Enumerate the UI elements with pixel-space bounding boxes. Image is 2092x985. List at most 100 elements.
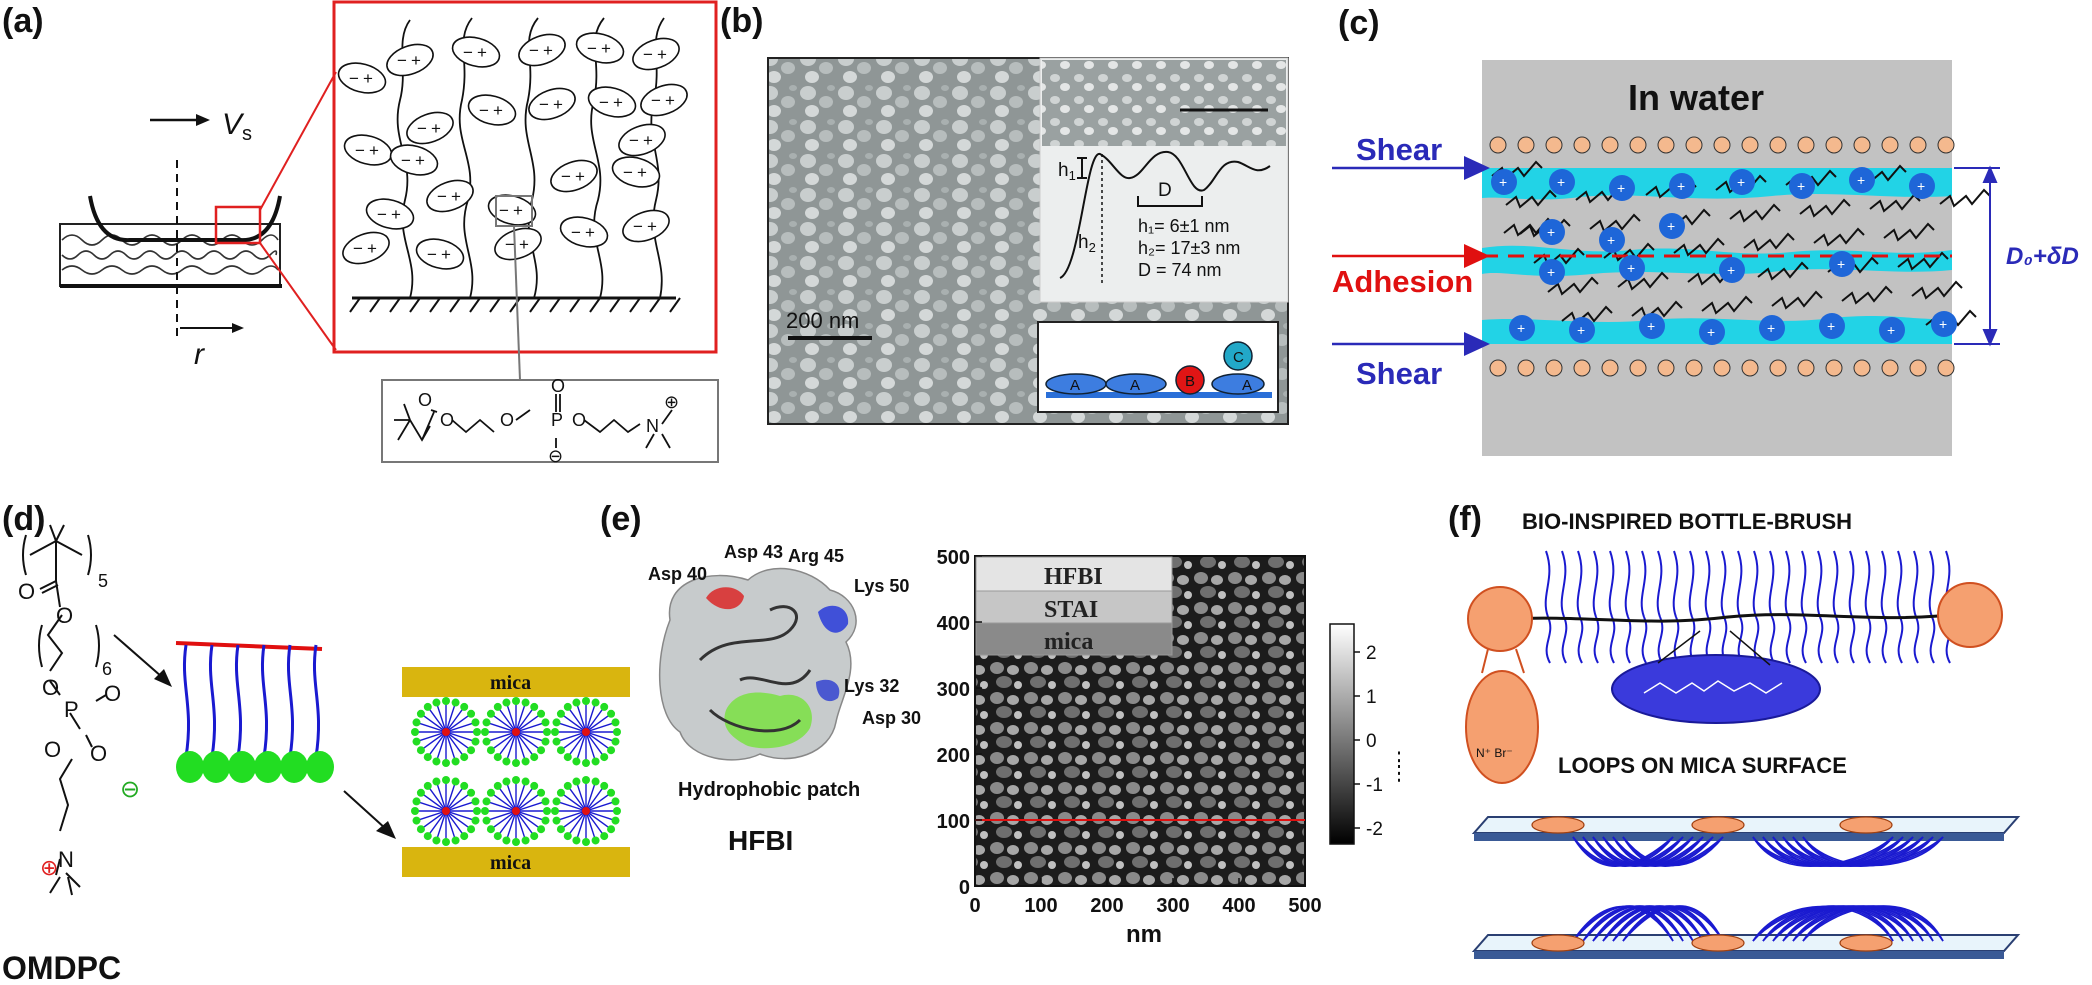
hydrophobic-patch-label: Hydrophobic patch — [678, 779, 860, 801]
hydrated-cation: + — [1819, 313, 1845, 339]
bristle — [1785, 616, 1792, 664]
measurement-h2: h₂= 17±3 nm — [1138, 238, 1240, 258]
svg-text:+: + — [431, 119, 441, 138]
bristle — [1849, 616, 1856, 664]
svg-text:+: + — [643, 131, 653, 150]
afm-x-axis: 0 100 200 300 400 500 — [969, 878, 1322, 917]
loop-anchor — [1839, 934, 1893, 952]
bristle — [1753, 616, 1760, 664]
hydrated-cation: + — [1719, 257, 1745, 283]
svg-text:−: − — [539, 95, 549, 114]
loop-chain — [1582, 905, 1684, 942]
svg-text:+: + — [613, 93, 623, 112]
svg-text:−: − — [643, 45, 653, 64]
zwitterion-pair: − + — [587, 86, 637, 118]
bristle — [1880, 550, 1887, 618]
counter-ion-top — [1629, 136, 1647, 154]
block-a3: A — [1242, 377, 1252, 394]
bristle — [1768, 550, 1775, 618]
svg-text:+: + — [1837, 256, 1845, 272]
micelle — [551, 697, 621, 767]
svg-text:400: 400 — [937, 613, 970, 635]
svg-text:+: + — [411, 51, 421, 70]
omdpc-subscript-6: 6 — [102, 659, 112, 679]
afm-colorbar-tick: 2 — [1354, 643, 1377, 664]
zwitterion-pair: − + — [389, 144, 439, 176]
bristle — [1657, 616, 1664, 664]
svg-text:+: + — [1707, 324, 1715, 340]
zwitterion-pair: − + — [342, 231, 390, 265]
bristle — [1672, 550, 1679, 618]
afm-colorbar-label: nm — [1393, 750, 1400, 783]
polymer-chain — [1547, 276, 1599, 296]
svg-text:−: − — [623, 163, 633, 182]
polymer-chain — [1503, 217, 1555, 237]
polymer-chain — [1771, 290, 1823, 310]
zwitterion-pair: − + — [467, 94, 517, 126]
svg-text:500: 500 — [937, 547, 970, 569]
polymer-chain — [1729, 203, 1781, 223]
hydrated-cation: + — [1879, 317, 1905, 343]
charged-patch-mid — [816, 679, 840, 702]
profile-h1: h1 — [1058, 160, 1076, 183]
polymer-chain — [1897, 251, 1949, 271]
zwitterion-pair: − + — [575, 32, 625, 64]
sem-scale-label: 200 nm — [786, 308, 859, 333]
svg-text:-2: -2 — [1366, 819, 1383, 840]
bristle — [1848, 550, 1855, 618]
hydrated-cation: + — [1849, 167, 1875, 193]
monomer-structure — [394, 394, 673, 449]
radius-label: r — [194, 338, 205, 371]
svg-text:+: + — [367, 239, 377, 258]
svg-text:−: − — [571, 223, 581, 242]
svg-text:+: + — [513, 201, 523, 220]
surfactant-head — [280, 751, 308, 783]
panel-label-b: (b) — [720, 2, 764, 40]
svg-text:400: 400 — [1222, 895, 1255, 917]
counter-ion-bottom — [1937, 359, 1955, 377]
brush-backbone — [175, 641, 323, 651]
velocity-label: Vs — [222, 108, 252, 145]
micelle — [411, 776, 481, 846]
svg-text:100: 100 — [937, 811, 970, 833]
gap-label: D₀+δD — [2006, 243, 2079, 270]
svg-text:+: + — [1577, 322, 1585, 338]
svg-text:0: 0 — [969, 895, 980, 917]
counter-ion-bottom — [1881, 359, 1899, 377]
polymer-substrate — [59, 223, 282, 288]
hydrated-cation: + — [1509, 315, 1535, 341]
profile-d: D — [1158, 180, 1172, 201]
zwitterion-pair: − + — [386, 43, 434, 77]
bristle — [1560, 550, 1567, 618]
loop-chain — [1612, 905, 1714, 942]
surfactant-tail — [260, 644, 268, 758]
monomer-atom-n: N — [646, 416, 659, 436]
panel-c-diagram: In water + + + + + + + + + + + + + + + + + + + + + + + Shear A… — [1332, 60, 2079, 456]
micelle — [551, 776, 621, 846]
counter-ion-bottom — [1741, 359, 1759, 377]
svg-text:+: + — [1677, 178, 1685, 194]
svg-text:+: + — [415, 151, 425, 170]
surfactant-head — [202, 751, 230, 783]
hydrated-cations: + + + + + + + + + + + + + + + + + + + + + + + — [1491, 167, 1957, 345]
bristle — [1897, 616, 1904, 664]
zwitterion-pair: − + — [559, 216, 609, 248]
surfactant-tail — [208, 644, 216, 758]
omdpc-charge-plus: ⊕ — [40, 855, 58, 880]
surfactant-head — [306, 751, 334, 783]
layer-stai: STAI — [1044, 597, 1098, 623]
surfactant-tail — [234, 644, 242, 758]
svg-text:+: + — [363, 69, 373, 88]
zwitterion-pair: − + — [622, 209, 670, 243]
monomer-atom-o5: O — [572, 410, 586, 430]
counter-ion-top — [1601, 136, 1619, 154]
bristle — [1656, 550, 1663, 618]
measurement-d: D = 74 nm — [1138, 260, 1222, 280]
bristle — [1640, 550, 1647, 618]
afm-x-tick: 400 — [1222, 878, 1256, 917]
svg-text:−: − — [633, 217, 643, 236]
counter-ion-top — [1657, 136, 1675, 154]
shear-arrow-bottom — [1332, 332, 1490, 356]
counter-ion-bottom — [1545, 359, 1563, 377]
loop-chain — [1622, 905, 1724, 942]
